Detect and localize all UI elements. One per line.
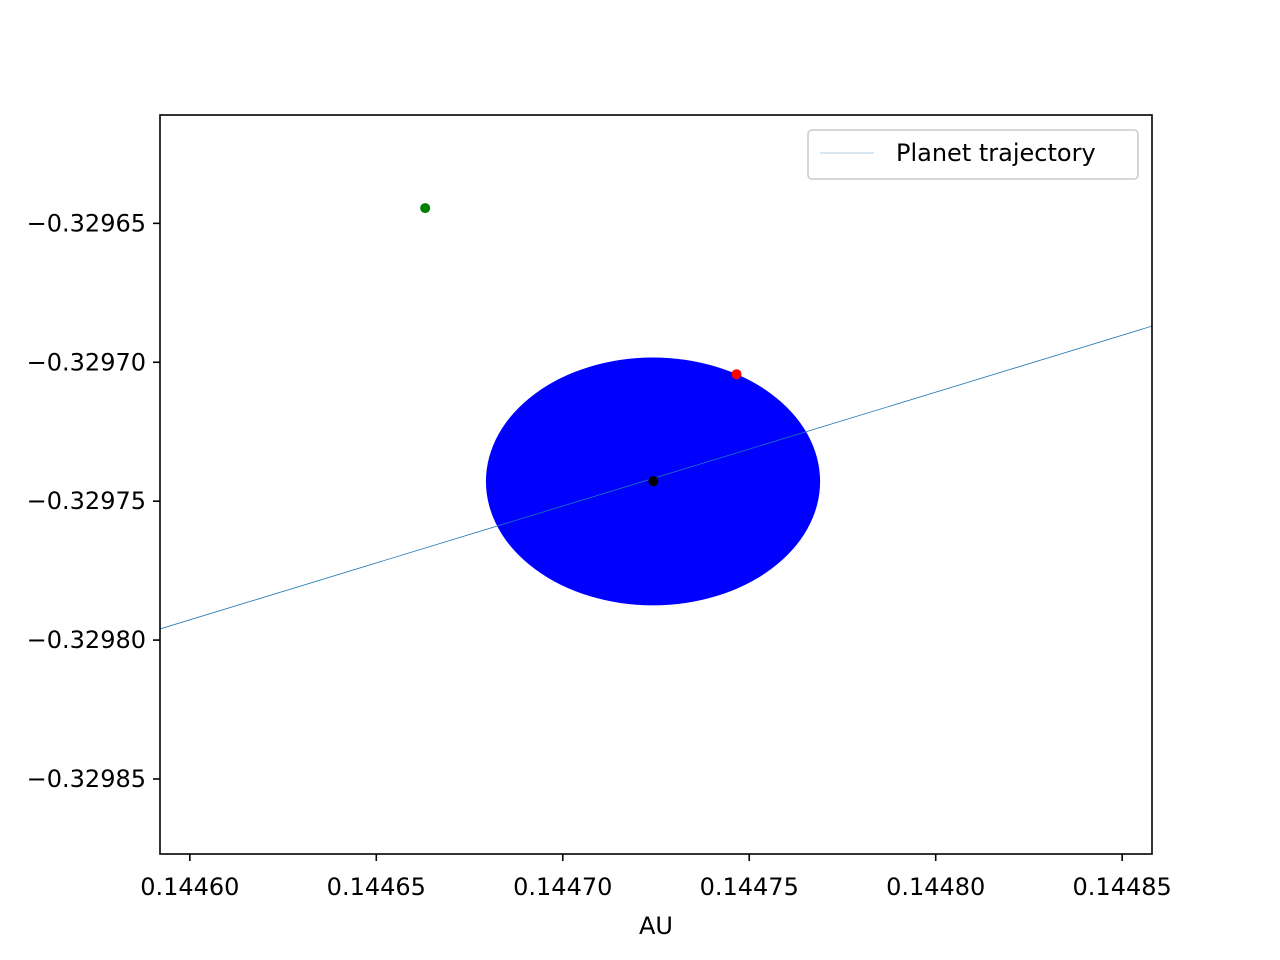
x-tick-label: 0.14485 [1073, 873, 1172, 901]
x-tick-label: 0.14465 [327, 873, 426, 901]
legend-box [807, 129, 1139, 180]
x-tick-label: 0.14475 [700, 873, 799, 901]
y-tick-label: −0.32980 [27, 626, 146, 654]
x-tick-label: 0.14470 [513, 873, 612, 901]
y-axis: −0.32965 −0.32970 −0.32975 −0.32980 −0.32985 [27, 209, 160, 793]
legend: Planet trajectory [807, 129, 1139, 180]
y-tick-label: −0.32970 [27, 348, 146, 376]
legend-entry-label: Planet trajectory [896, 139, 1096, 167]
green-point [420, 203, 431, 214]
x-tick-label: 0.14460 [140, 873, 239, 901]
y-tick-label: −0.32965 [27, 209, 146, 237]
plot-frame [159, 114, 1153, 855]
y-tick-label: −0.32985 [27, 765, 146, 793]
x-tick-label: 0.14480 [886, 873, 985, 901]
black-center-point [648, 476, 659, 487]
red-point [731, 369, 742, 380]
x-axis-label: AU [639, 912, 673, 940]
x-axis: 0.14460 0.14465 0.14470 0.14475 0.14480 0.144… [140, 854, 1172, 901]
y-tick-label: −0.32975 [27, 487, 146, 515]
